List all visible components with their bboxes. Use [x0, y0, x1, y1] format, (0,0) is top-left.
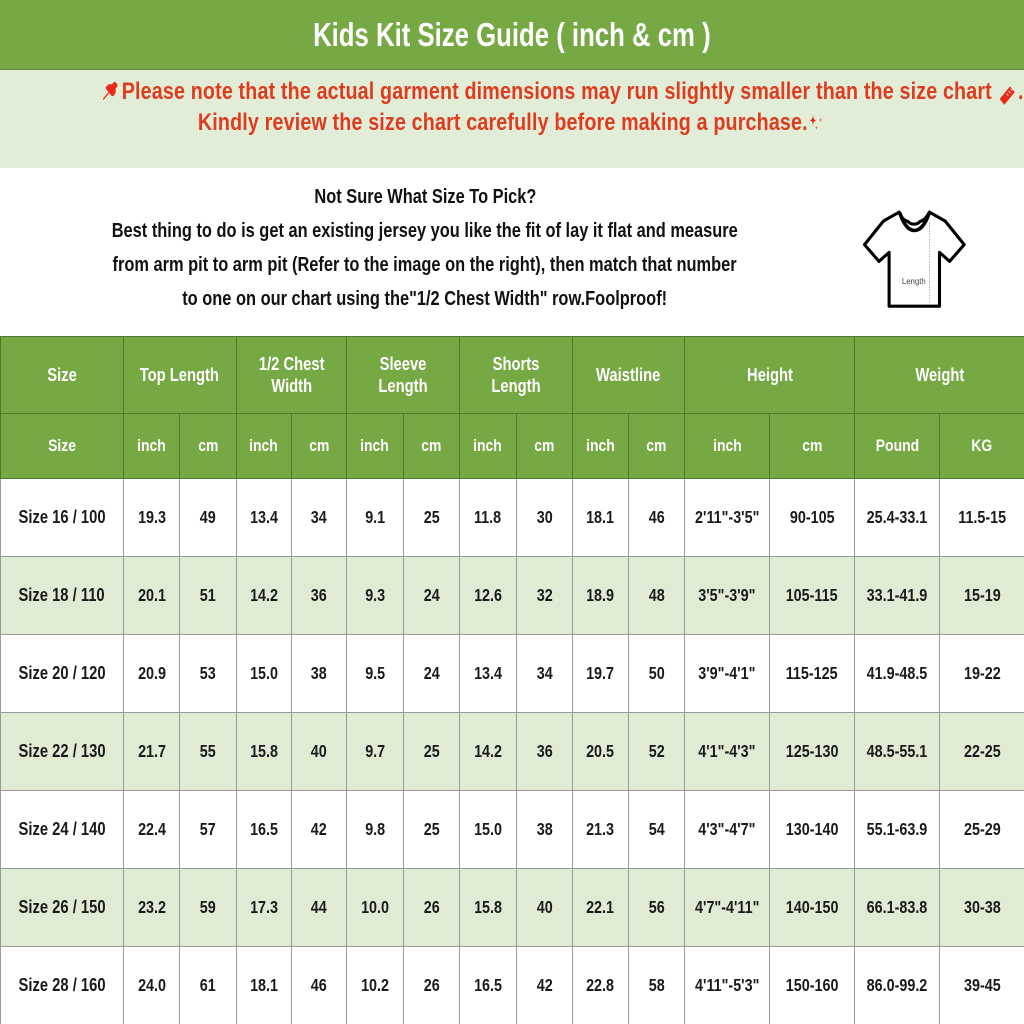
svg-text:Length: Length — [902, 277, 926, 286]
